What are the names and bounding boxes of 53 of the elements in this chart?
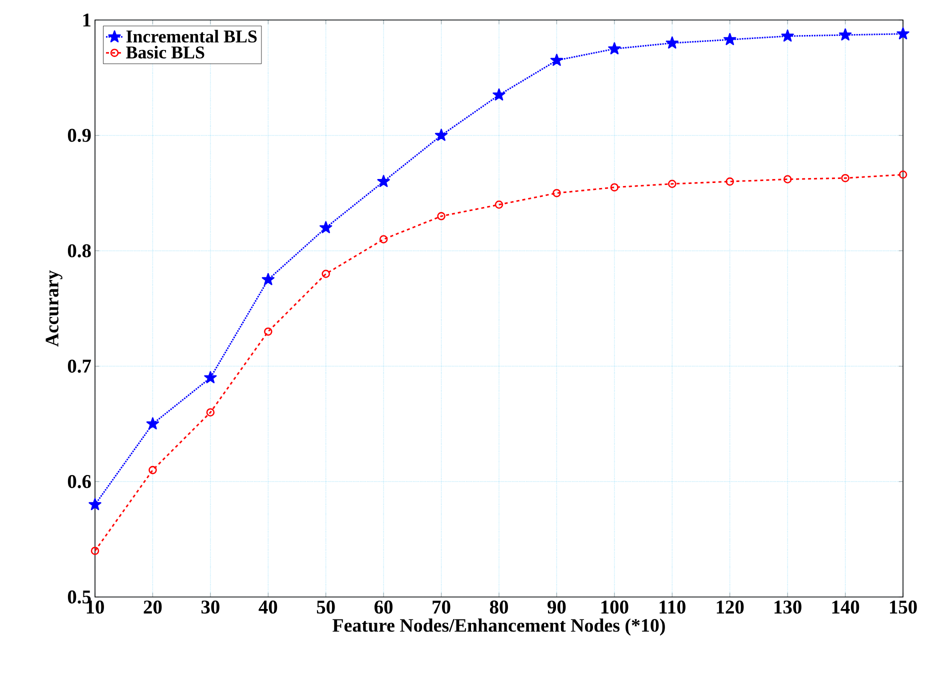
y-tick-label: 0.7 <box>68 360 91 373</box>
point <box>666 36 678 49</box>
point <box>841 174 850 182</box>
x-tick-label: 140 <box>832 600 860 614</box>
legend-label: Basic BLS <box>126 46 204 58</box>
point <box>320 221 332 234</box>
point <box>898 170 908 179</box>
point <box>437 212 446 220</box>
point <box>262 273 274 286</box>
x-tick-label: 130 <box>774 600 802 614</box>
x-axis-title: Feature Nodes/Enhancement Nodes (*10) <box>332 618 665 636</box>
x-tick-label: 40 <box>258 600 278 614</box>
x-tick-label: 110 <box>660 600 686 614</box>
y-axis-title: Accurary <box>46 270 62 347</box>
point <box>726 177 734 186</box>
point <box>377 174 390 188</box>
point <box>896 27 910 40</box>
point <box>494 200 504 209</box>
x-tick-label: 50 <box>316 600 335 614</box>
point <box>781 30 794 42</box>
point <box>206 408 215 416</box>
x-tick-label: 120 <box>716 600 744 614</box>
point <box>148 466 157 474</box>
x-tick-label: 80 <box>490 600 508 614</box>
point <box>492 88 506 100</box>
legend-label: Incremental BLS <box>126 30 257 43</box>
x-tick-label: 90 <box>548 600 566 614</box>
x-tick-label: 20 <box>144 600 162 614</box>
y-tick-label: 0.9 <box>68 128 91 142</box>
point <box>783 175 792 184</box>
x-tick-label: 30 <box>201 600 220 614</box>
point <box>608 42 621 54</box>
y-tick-label: 0.6 <box>68 475 91 488</box>
point <box>434 128 448 141</box>
x-tick-label: 60 <box>374 600 393 614</box>
x-tick-label: 150 <box>890 600 917 614</box>
y-tick-label: 1 <box>83 14 90 26</box>
point <box>610 183 619 192</box>
point <box>550 54 564 66</box>
point <box>90 546 100 555</box>
point <box>322 270 330 278</box>
point <box>552 188 561 198</box>
point <box>264 327 272 336</box>
y-tick-label: 0.8 <box>68 244 91 258</box>
point <box>668 180 676 188</box>
point <box>838 28 852 40</box>
x-tick-label: 100 <box>601 600 628 614</box>
point <box>724 32 736 46</box>
point <box>204 371 217 384</box>
point <box>146 417 160 430</box>
point <box>379 235 388 244</box>
x-tick-label: 70 <box>432 600 450 614</box>
point <box>88 498 102 510</box>
